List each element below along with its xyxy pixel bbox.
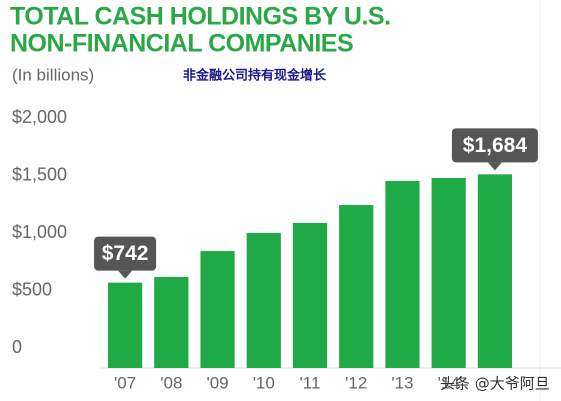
bar [108, 282, 143, 368]
subtitle: (In billions) [12, 65, 94, 84]
x-tick-label: '07 [114, 373, 136, 392]
chart-title: NON-FINANCIAL COMPANIES [10, 30, 353, 58]
bar [292, 222, 328, 368]
chart-title: TOTAL CASH HOLDINGS BY U.S. [10, 3, 391, 31]
callout-pointer [487, 162, 502, 171]
callout-box [94, 236, 157, 271]
bar [246, 232, 281, 368]
bar [339, 205, 374, 368]
bar [385, 181, 420, 368]
watermark: 头条 @大爷阿旦 [440, 375, 550, 393]
bar [431, 178, 466, 368]
x-tick-label: '11 [300, 373, 321, 392]
value-label: $1,684 [463, 134, 528, 157]
bar [200, 251, 235, 368]
x-tick-label: '09 [206, 373, 228, 392]
callout-pointer [118, 270, 133, 279]
annotation: 非金融公司持有现金增长 [183, 68, 327, 84]
x-tick-label: '08 [160, 373, 182, 392]
y-tick-label: $2,000 [12, 107, 67, 127]
y-tick-label: 0 [12, 337, 22, 357]
bar [154, 277, 189, 368]
value-label: $742 [102, 242, 149, 265]
bar [477, 174, 512, 368]
x-tick-label: '14 [438, 373, 460, 392]
x-tick-label: '12 [345, 373, 367, 392]
x-tick-label: '10 [253, 373, 275, 392]
callout-box [451, 128, 538, 163]
x-tick-label: '13 [391, 373, 413, 392]
y-tick-label: $1,000 [12, 222, 67, 242]
y-tick-label: $1,500 [12, 164, 67, 184]
y-tick-label: $500 [12, 279, 52, 299]
